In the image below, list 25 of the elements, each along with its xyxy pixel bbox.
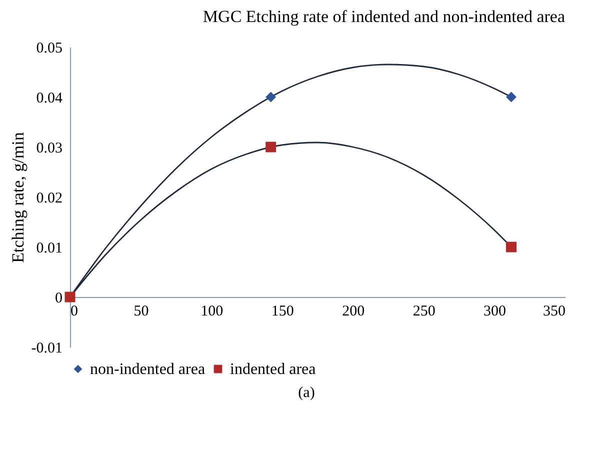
point xyxy=(506,92,516,102)
chart-title: MGC Etching rate of indented and non-indented area xyxy=(202,7,566,26)
y-tick-label: 0.02 xyxy=(36,190,62,206)
x-tick-label: 200 xyxy=(342,304,365,320)
y-axis-title: Etching rate, g/min xyxy=(8,132,28,263)
y-tick-label: -0.01 xyxy=(31,340,62,356)
point xyxy=(506,242,516,252)
legend-label: indented area xyxy=(230,361,316,378)
x-tick-label: 350 xyxy=(543,304,566,320)
legend-label: non-indented area xyxy=(90,361,206,378)
point xyxy=(64,292,76,302)
y-tick-label: 0.01 xyxy=(36,240,62,256)
text: (a) xyxy=(297,385,316,402)
x-tick-label: 300 xyxy=(484,304,506,320)
x-tick-label: 100 xyxy=(200,304,224,320)
y-tick-label: 0.04 xyxy=(36,90,63,106)
point xyxy=(266,142,276,152)
x-tick-label: 0 xyxy=(70,304,78,320)
x-tick-label: 250 xyxy=(412,304,436,320)
y-tick-label: 0 xyxy=(55,290,62,306)
x-tick-label: 150 xyxy=(271,304,294,320)
y-tick-label: 0.03 xyxy=(36,140,62,156)
point xyxy=(266,92,276,102)
x-tick-label: 50 xyxy=(134,304,149,320)
y-tick-label: 0.05 xyxy=(36,40,62,56)
